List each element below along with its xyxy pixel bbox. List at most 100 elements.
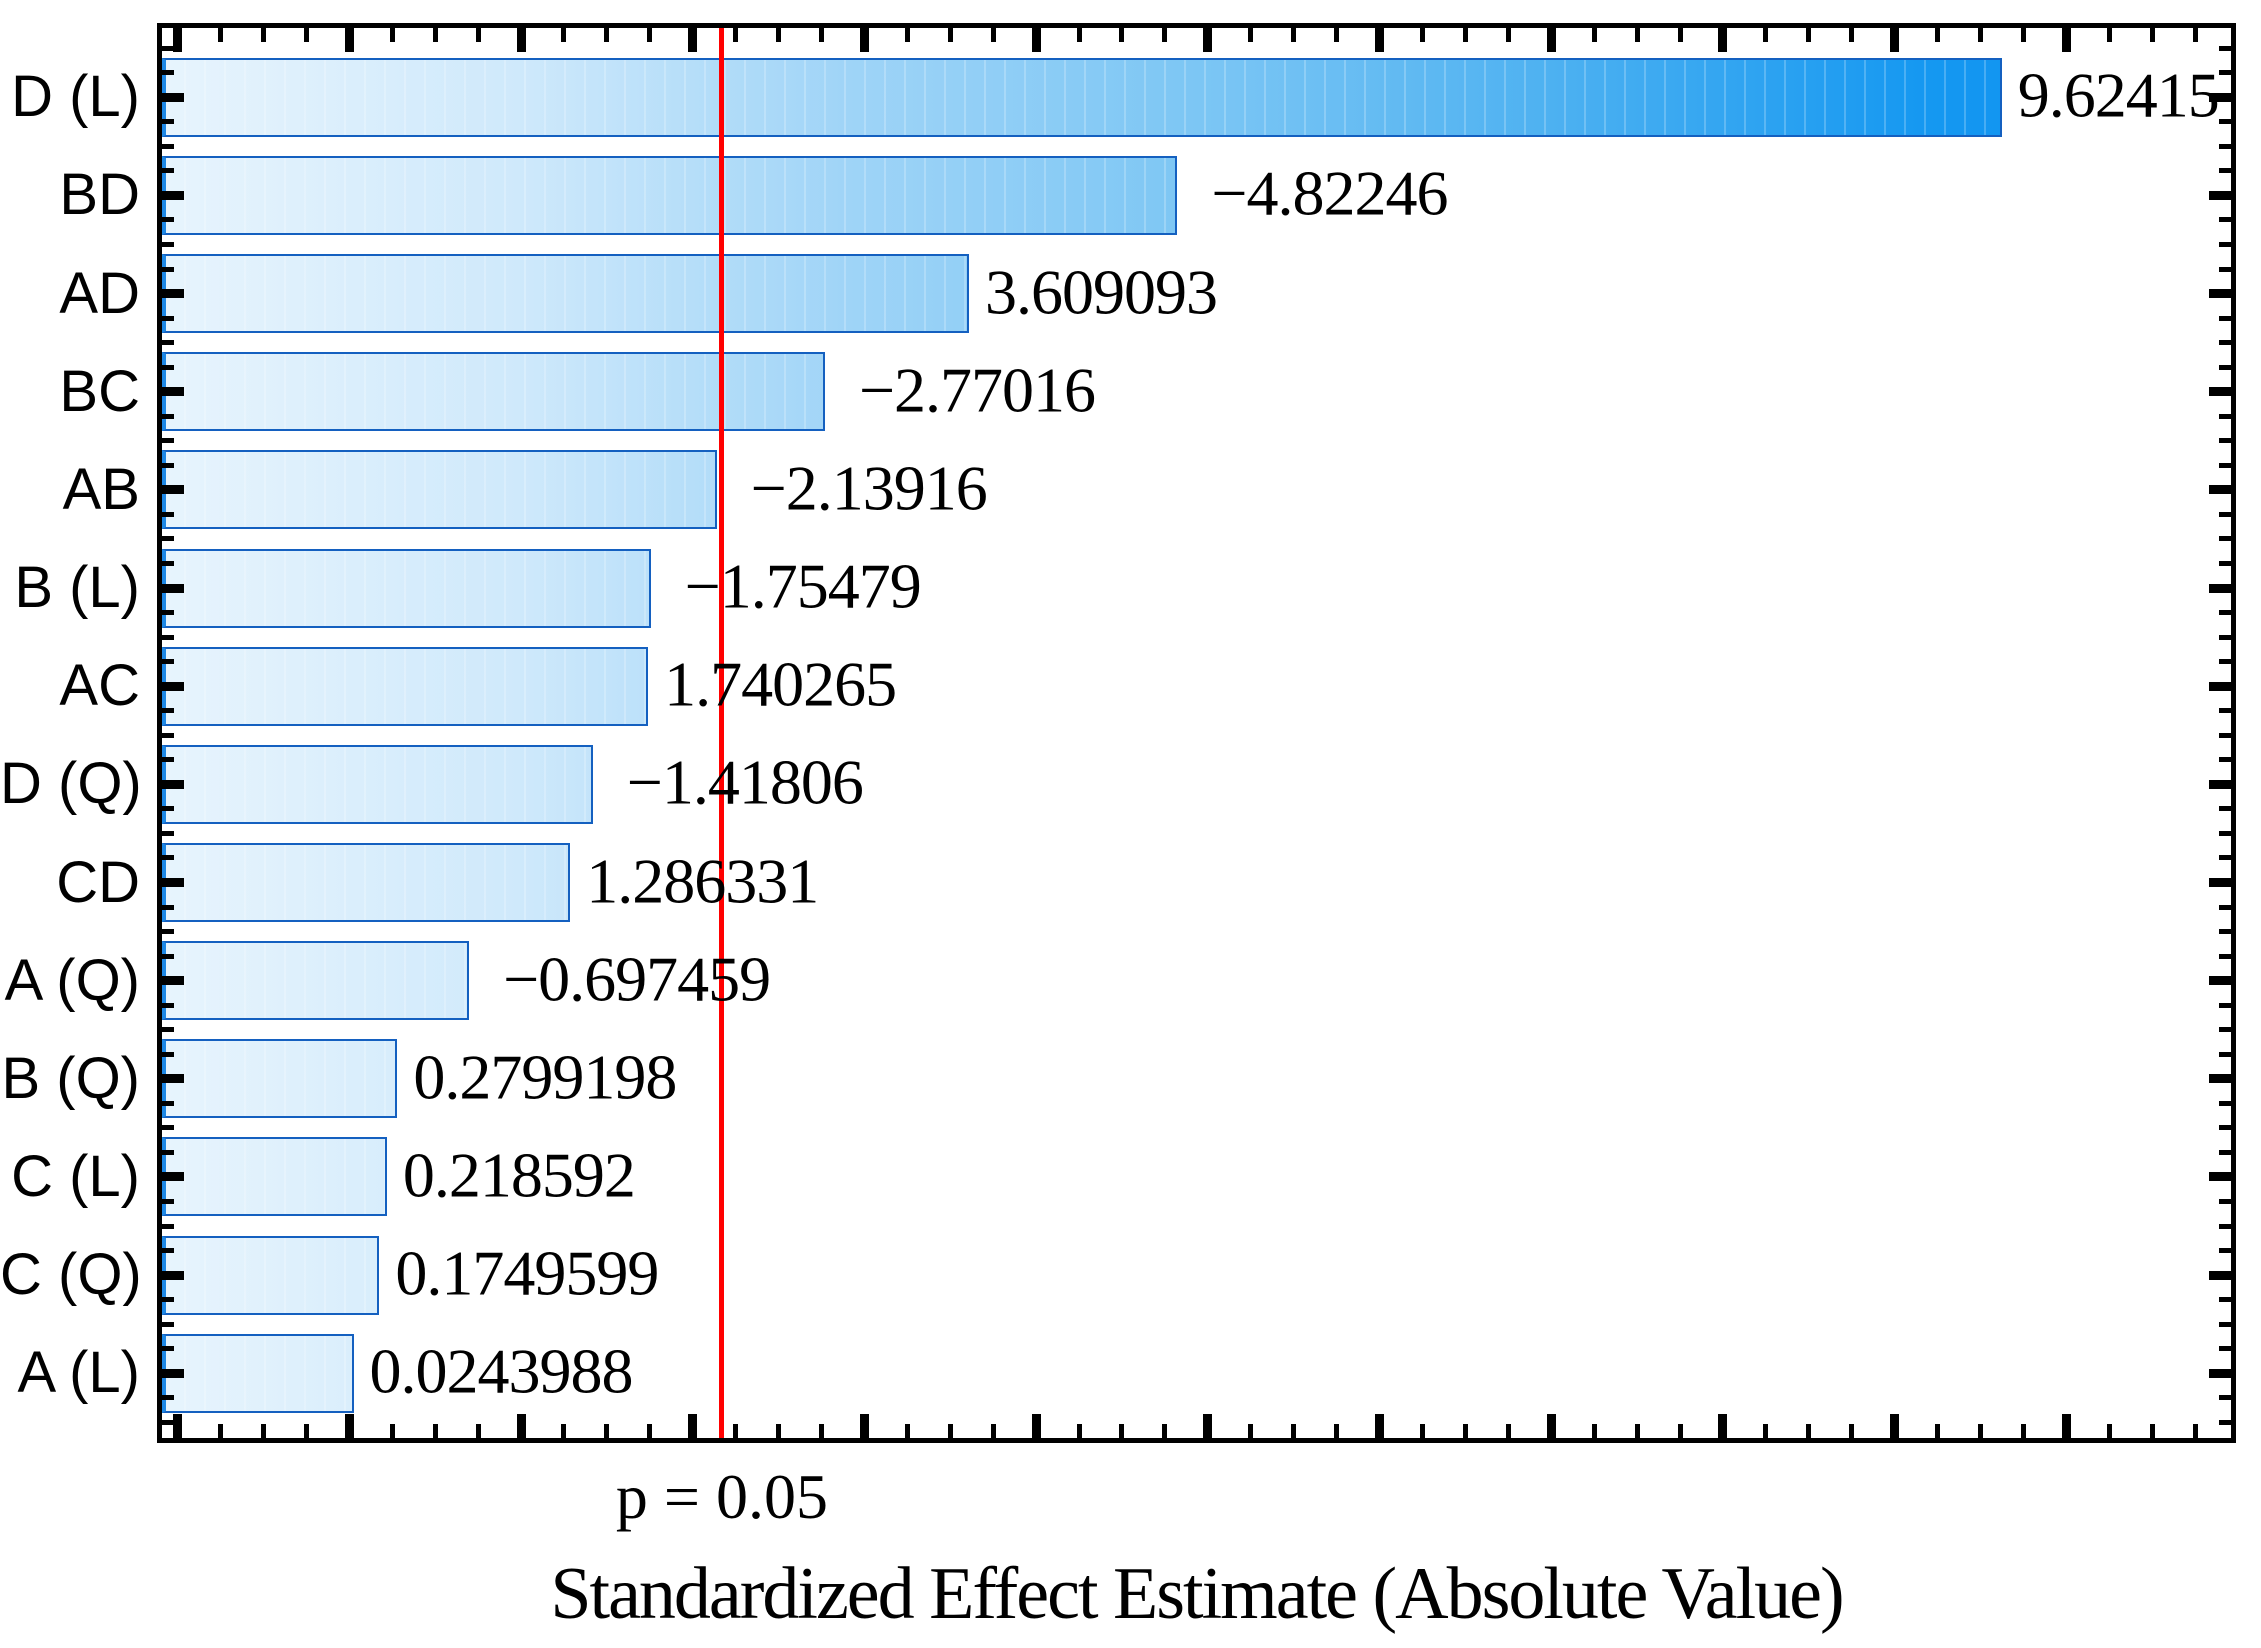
y-axis-tick: [162, 1248, 174, 1254]
y-axis-tick: [2219, 806, 2231, 812]
x-axis-tick: [2149, 1424, 2155, 1438]
y-axis-tick: [2209, 1368, 2231, 1378]
y-axis-tick: [2219, 1419, 2231, 1425]
y-axis-tick: [2219, 119, 2231, 125]
y-axis-tick: [162, 387, 184, 397]
x-axis-tick: [2149, 28, 2155, 42]
x-axis-tick: [1203, 28, 1213, 52]
x-axis-tick: [2192, 28, 2198, 42]
y-axis-tick: [162, 536, 174, 542]
x-axis-tick: [1890, 1414, 1900, 1438]
x-axis-tick: [1591, 1424, 1597, 1438]
x-axis-tick: [1806, 28, 1812, 42]
y-axis-tick: [2219, 904, 2231, 910]
y-axis-tick: [162, 806, 174, 812]
y-axis-tick: [162, 1125, 174, 1131]
x-axis-tick: [1806, 1424, 1812, 1438]
y-axis-tick: [2209, 289, 2231, 299]
category-label: AC: [59, 653, 140, 719]
y-axis-tick: [2219, 536, 2231, 542]
y-axis-tick: [2219, 1125, 2231, 1131]
y-axis-tick: [2219, 438, 2231, 444]
x-axis-tick: [1462, 1424, 1468, 1438]
value-label: −1.75479: [684, 550, 922, 622]
x-axis-tick: [2106, 1424, 2112, 1438]
y-axis-tick: [2209, 681, 2231, 691]
x-axis-tick: [173, 28, 183, 52]
y-axis-tick: [162, 1270, 184, 1280]
x-axis-tick: [389, 1424, 395, 1438]
y-axis-tick: [162, 779, 184, 789]
y-axis-tick: [2219, 364, 2231, 370]
x-axis-tick: [2020, 28, 2026, 42]
y-axis-tick: [162, 70, 174, 76]
category-label: D (L): [11, 64, 140, 130]
y-axis-tick: [2209, 1172, 2231, 1182]
x-axis-tick: [904, 1424, 910, 1438]
y-axis-tick: [2219, 70, 2231, 76]
category-label: A (L): [17, 1340, 141, 1406]
x-axis-tick: [1119, 28, 1125, 42]
y-axis-tick: [162, 289, 184, 299]
y-axis-tick: [162, 1149, 174, 1155]
x-axis-tick: [688, 1414, 698, 1438]
y-axis-tick: [162, 732, 174, 738]
y-axis-tick: [162, 634, 174, 640]
y-axis-tick: [162, 1027, 174, 1033]
x-axis-tick: [1334, 28, 1340, 42]
category-label: C (Q): [0, 1242, 142, 1308]
x-axis-tick: [1634, 1424, 1640, 1438]
bar-bl: [162, 548, 651, 628]
y-axis-tick: [2219, 315, 2231, 321]
y-axis-tick: [2209, 583, 2231, 593]
y-axis-tick: [162, 242, 174, 248]
y-axis-tick: [2209, 1270, 2231, 1280]
x-axis-tick: [303, 28, 309, 42]
y-axis-tick: [162, 485, 184, 495]
y-axis-tick: [162, 1223, 174, 1229]
x-axis-tick: [389, 28, 395, 42]
value-label: 0.218592: [402, 1139, 636, 1211]
x-axis-tick: [1031, 1414, 1041, 1438]
y-axis-tick: [2219, 266, 2231, 272]
y-axis-tick: [162, 168, 174, 174]
x-axis-tick: [1718, 28, 1728, 52]
y-axis-tick: [2219, 242, 2231, 248]
bar-ab: [162, 450, 717, 530]
y-axis-tick: [2219, 1198, 2231, 1204]
category-label: AB: [62, 456, 140, 522]
y-axis-tick: [162, 659, 174, 665]
y-axis-tick: [162, 583, 184, 593]
x-axis-tick: [1076, 1424, 1082, 1438]
y-axis-tick: [162, 462, 174, 468]
bar-bc: [162, 352, 825, 432]
bar-bq: [162, 1039, 398, 1119]
y-axis-tick: [2219, 1149, 2231, 1155]
x-axis-tick: [1334, 1424, 1340, 1438]
y-axis-tick: [162, 45, 174, 51]
y-axis-tick: [162, 1368, 184, 1378]
y-axis-tick: [162, 830, 174, 836]
x-axis-tick: [1505, 28, 1511, 42]
y-axis-tick: [2219, 168, 2231, 174]
x-axis-tick: [904, 28, 910, 42]
y-axis-tick: [162, 681, 184, 691]
x-axis-tick: [1849, 28, 1855, 42]
value-label: −0.697459: [503, 943, 771, 1015]
x-axis-tick: [1591, 28, 1597, 42]
x-axis-tick: [604, 1424, 610, 1438]
x-axis-tick: [1462, 28, 1468, 42]
x-axis-tick: [1375, 1414, 1385, 1438]
y-axis-tick: [2219, 1223, 2231, 1229]
bar-ac: [162, 646, 649, 726]
x-axis-tick: [1718, 1414, 1728, 1438]
x-axis-tick: [1419, 28, 1425, 42]
y-axis-tick: [2219, 610, 2231, 616]
x-axis-tick: [1162, 1424, 1168, 1438]
category-label: BC: [59, 358, 140, 424]
y-axis-tick: [162, 340, 174, 346]
x-axis-tick: [819, 1424, 824, 1438]
x-axis-tick: [173, 1414, 183, 1438]
y-axis-tick: [162, 878, 184, 887]
y-axis-tick: [2219, 1100, 2231, 1106]
